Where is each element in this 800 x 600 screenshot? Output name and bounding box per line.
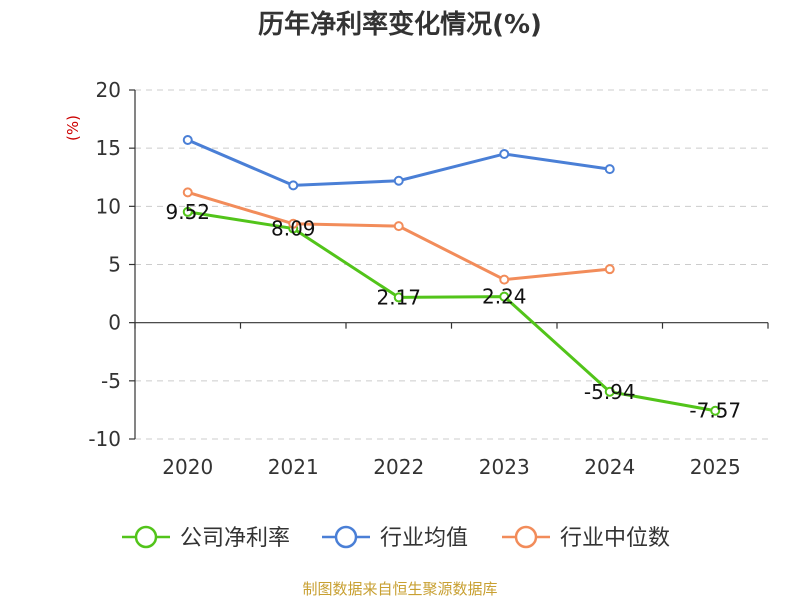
- legend-marker: [334, 525, 358, 549]
- x-tick-label: 2024: [584, 455, 635, 479]
- data-point: [288, 218, 299, 229]
- data-point: [710, 405, 721, 416]
- source-note: 制图数据来自恒生聚源数据库: [302, 580, 498, 598]
- y-tick-label: -10: [88, 427, 121, 451]
- data-point: [393, 292, 404, 303]
- x-tick-label: 2023: [479, 455, 530, 479]
- legend-label: 行业中位数: [560, 526, 670, 551]
- data-point: [182, 135, 193, 146]
- chart-title: 历年净利率变化情况(%): [258, 10, 542, 40]
- data-point: [499, 148, 510, 159]
- legend-label: 行业均值: [380, 526, 468, 551]
- data-point: [604, 164, 615, 175]
- legend-marker: [514, 525, 538, 549]
- data-point: [499, 291, 510, 302]
- data-label: 2.24: [482, 285, 527, 309]
- x-tick-label: 2025: [690, 455, 741, 479]
- y-tick-label: 15: [96, 136, 121, 160]
- data-label: -7.57: [689, 399, 741, 423]
- data-labels: 9.52 8.09 2.17 2.24 -5.94 -7.57: [165, 200, 741, 423]
- legend-marker: [134, 525, 158, 549]
- y-tick-label: 5: [108, 253, 121, 277]
- data-label: -5.94: [584, 380, 636, 404]
- series-group: [182, 135, 721, 416]
- data-point: [288, 180, 299, 191]
- data-point: [499, 274, 510, 285]
- data-point: [182, 206, 193, 217]
- data-point: [393, 221, 404, 232]
- legend: 公司净利率 行业均值 行业中位数: [122, 525, 670, 551]
- y-tick-label: 0: [108, 311, 121, 335]
- grid-lines: [129, 89, 768, 440]
- data-label: 2.17: [376, 285, 421, 309]
- data-point: [604, 386, 615, 397]
- series-line-2: [187, 190, 610, 282]
- y-tick-labels: 20 15 10 5 0 -5 -10: [88, 78, 121, 451]
- series-line-0: [187, 210, 716, 413]
- y-tick-label: -5: [101, 369, 121, 393]
- x-tick-label: 2021: [268, 455, 319, 479]
- y-axis-unit-label: (%): [64, 115, 82, 141]
- data-label: 9.52: [165, 200, 210, 224]
- axes: [134, 90, 769, 439]
- y-tick-label: 20: [96, 78, 121, 102]
- y-tick-label: 10: [96, 194, 121, 218]
- x-tick-label: 2020: [162, 455, 213, 479]
- legend-label: 公司净利率: [180, 526, 290, 551]
- data-point: [604, 264, 615, 275]
- data-point: [182, 187, 193, 198]
- data-point: [393, 175, 404, 186]
- x-tick-label: 2022: [373, 455, 424, 479]
- x-tick-labels: 2020 2021 2022 2023 2024 2025: [162, 455, 740, 479]
- data-label: 8.09: [271, 217, 316, 241]
